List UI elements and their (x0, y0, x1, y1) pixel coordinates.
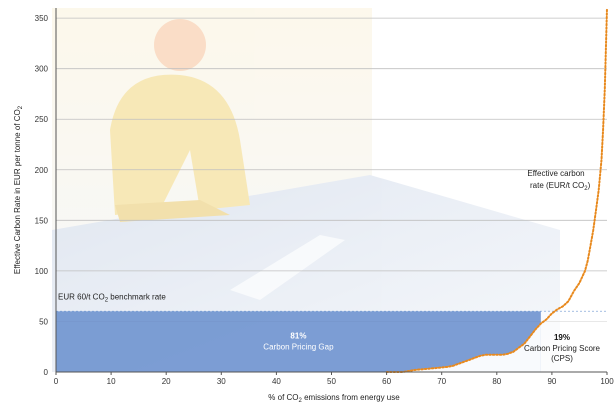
score-description-label-line2: (CPS) (551, 354, 573, 363)
y-tick-label-0: 0 (44, 368, 49, 377)
benchmark-rate-label: EUR 60/t CO2 benchmark rate (58, 292, 166, 303)
x-tick-label-20: 20 (162, 377, 171, 386)
tick-labels: 0 50 100 150 200 250 300 350 0 10 20 30 40 50 60 70 80 90… (35, 14, 614, 386)
x-tick-label-90: 90 (547, 377, 556, 386)
x-tick-label-70: 70 (437, 377, 446, 386)
x-tick-label-50: 50 (327, 377, 336, 386)
y-tick-label-350: 350 (35, 14, 49, 23)
y-axis-title-subscript: 2 (18, 105, 24, 109)
y-tick-label-300: 300 (35, 65, 49, 74)
y-tick-label-100: 100 (35, 267, 49, 276)
score-region (540, 311, 607, 372)
chart-annotations: 81% Carbon Pricing Gap 19% Carbon Pricing S… (13, 105, 601, 404)
carbon-pricing-gap-rect (56, 311, 541, 372)
gap-description-label: Carbon Pricing Gap (263, 343, 334, 352)
y-tick-label-200: 200 (35, 166, 49, 175)
series-label-subscript: 2 (584, 186, 588, 192)
curve-underfill (386, 323, 541, 372)
x-axis-title-subscript: 2 (299, 398, 303, 404)
benchmark-line-group: EUR 60/t CO2 benchmark rate (56, 292, 607, 312)
effective-carbon-rate-series (385, 7, 608, 373)
carbon-pricing-gap-area (56, 311, 541, 372)
series-label-line2: rate (EUR/t CO2) (530, 181, 591, 192)
x-tick-label-80: 80 (492, 377, 501, 386)
series-label-line1: Effective carbon (527, 169, 584, 178)
x-tick-label-40: 40 (272, 377, 281, 386)
score-percent-label: 19% (554, 333, 570, 342)
benchmark-subscript: 2 (105, 297, 109, 303)
score-description-label-line1: Carbon Pricing Score (524, 344, 601, 353)
gap-percent-label: 81% (290, 332, 306, 341)
x-tick-label-10: 10 (107, 377, 116, 386)
y-tick-label-250: 250 (35, 115, 49, 124)
y-tick-label-50: 50 (39, 317, 48, 326)
y-axis-title: Effective Carbon Rate in EUR per tonne o… (13, 105, 24, 274)
x-tick-label-100: 100 (600, 377, 614, 386)
x-tick-label-60: 60 (382, 377, 391, 386)
effective-carbon-rate-curve (385, 7, 608, 373)
x-axis-title: % of CO2 emissions from energy use (268, 393, 400, 404)
x-tick-label-30: 30 (217, 377, 226, 386)
x-tick-label-0: 0 (54, 377, 59, 386)
y-tick-label-150: 150 (35, 216, 49, 225)
axes (55, 8, 608, 375)
